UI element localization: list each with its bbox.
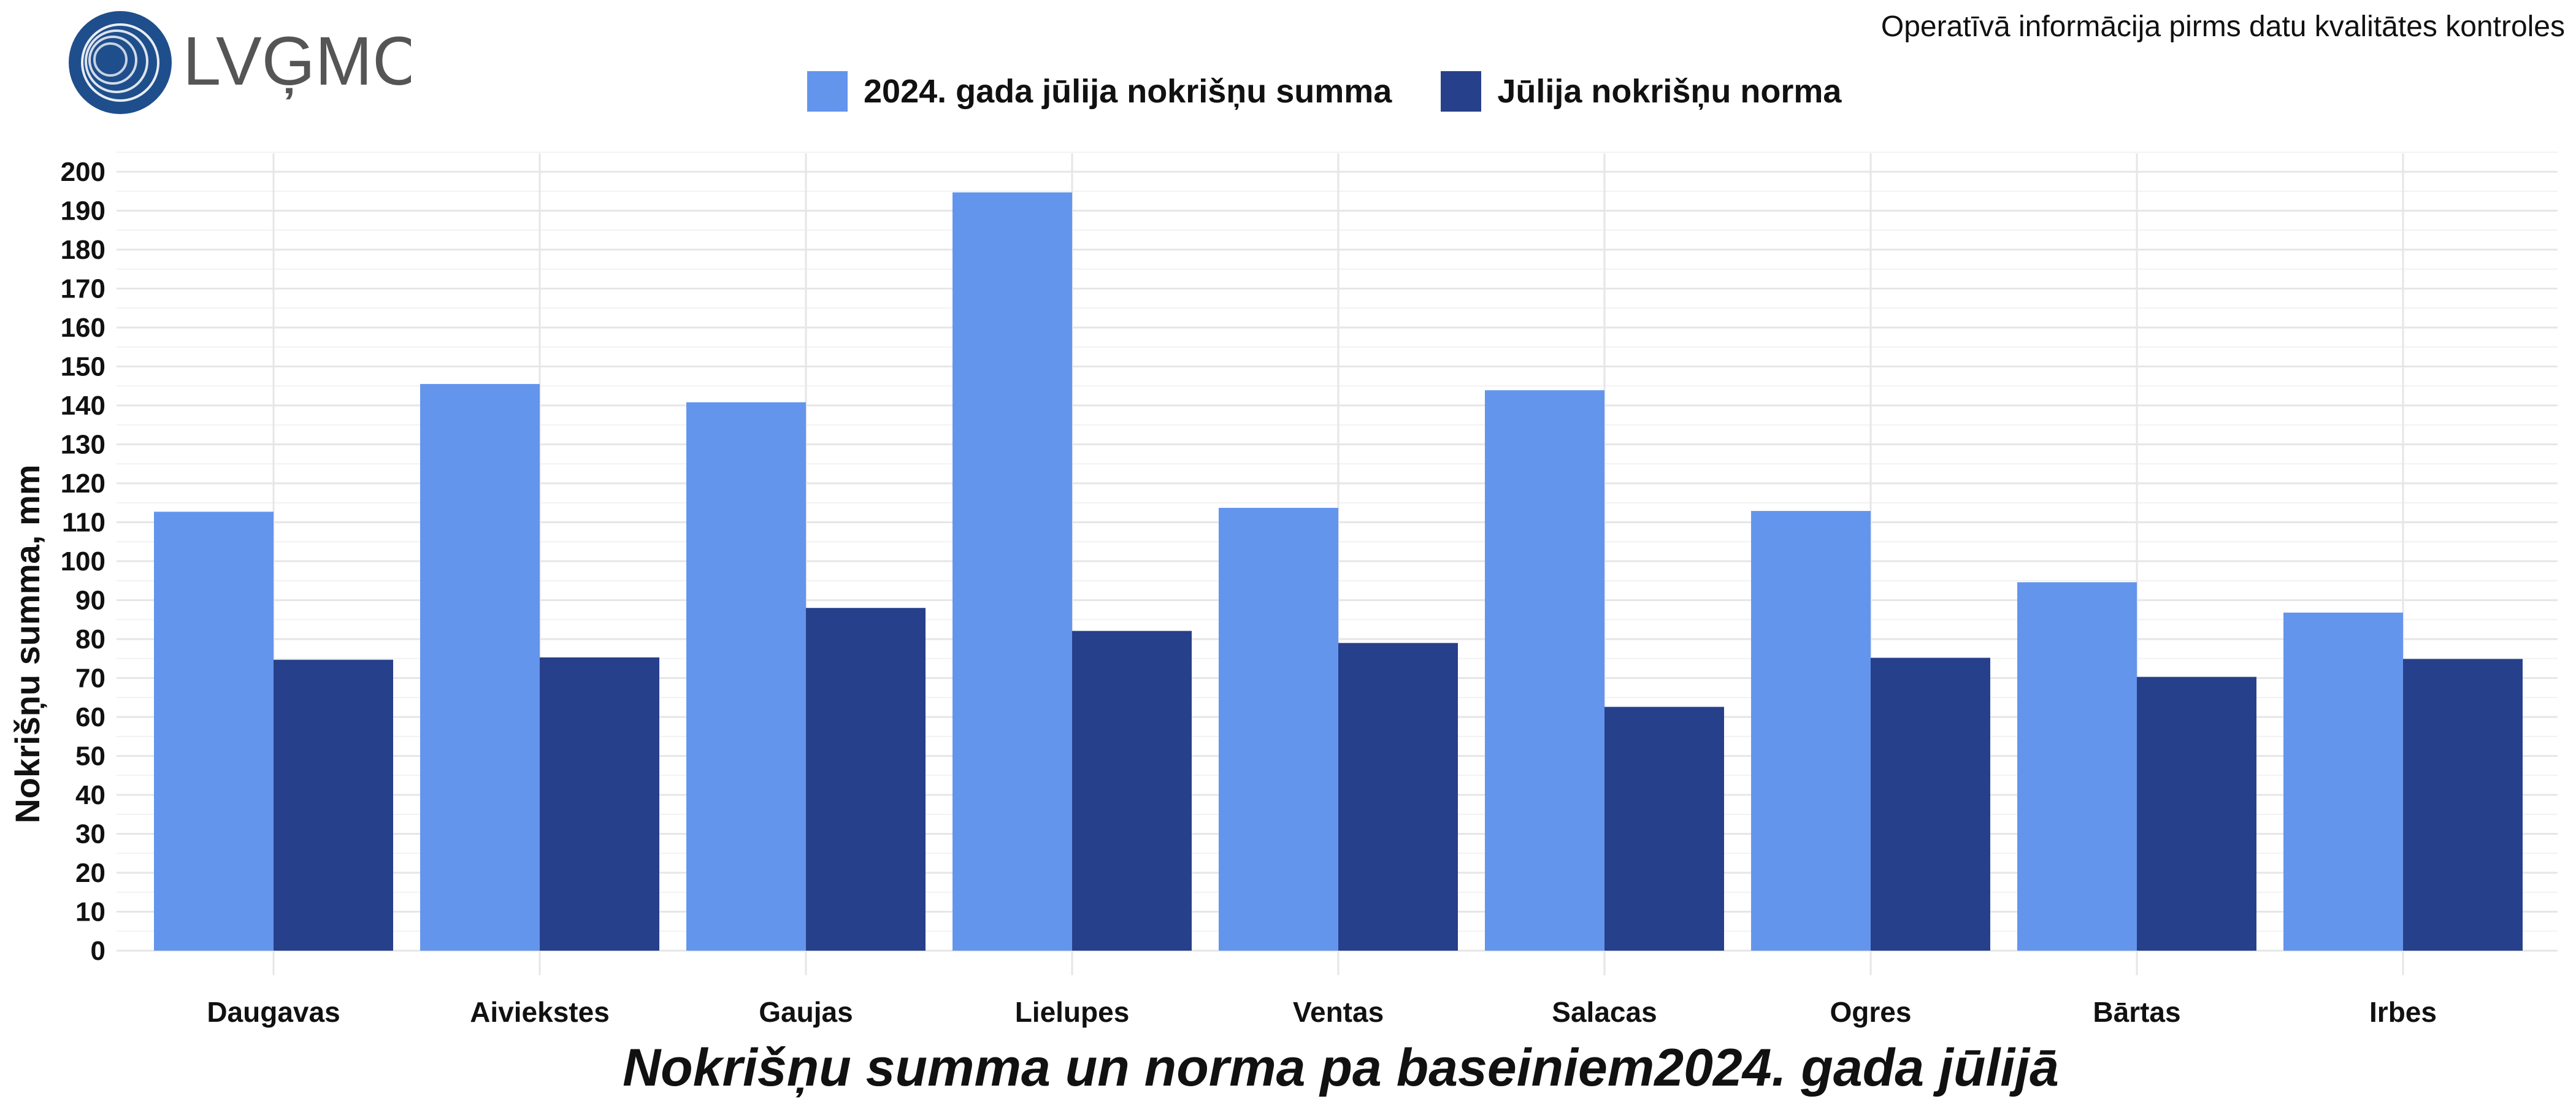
y-tick-label: 120	[61, 469, 105, 499]
y-tick-label: 190	[61, 196, 105, 226]
bar-sum-bārtas	[2017, 582, 2137, 951]
bar-norm-aiviekstes	[540, 657, 659, 951]
y-tick-label: 40	[75, 780, 105, 810]
bar-sum-irbes	[2283, 612, 2403, 951]
y-tick-label: 140	[61, 391, 105, 421]
y-tick-label: 20	[75, 858, 105, 888]
lvgmc-logo: LVĢMC	[69, 11, 411, 114]
legend-item-norm: Jūlija nokrišņu norma	[1441, 71, 1841, 112]
category-label: Aiviekstes	[470, 996, 610, 1028]
bars	[154, 192, 2523, 951]
legend-swatch-sum	[807, 71, 848, 112]
category-label: Bārtas	[2093, 996, 2180, 1028]
y-tick-label: 130	[61, 430, 105, 460]
y-tick-label: 110	[62, 508, 105, 538]
y-tick-label: 150	[61, 352, 105, 382]
y-axis-ticks: 0 10 20 30 40 50 60 70 80 90 100 110 120 130 140 150 160…	[61, 157, 105, 966]
legend-item-sum: 2024. gada jūlija nokrišņu summa	[807, 71, 1392, 112]
bar-norm-bārtas	[2137, 677, 2256, 951]
y-tick-label: 0	[91, 936, 105, 966]
category-label: Salacas	[1552, 996, 1657, 1028]
y-tick-label: 180	[61, 235, 105, 265]
bar-norm-salacas	[1604, 707, 1724, 951]
legend-swatch-norm	[1441, 71, 1482, 112]
category-label: Gaujas	[759, 996, 853, 1028]
y-axis-label: Nokrišņu summa, mm	[8, 464, 47, 823]
y-tick-label: 70	[75, 664, 105, 694]
y-tick-label: 90	[75, 586, 105, 616]
x-axis-categories: Daugavas Aiviekstes Gaujas Lielupes Ventas Sa…	[207, 996, 2437, 1028]
y-tick-label: 160	[61, 313, 105, 343]
data-quality-note: Operatīvā informācija pirms datu kvalitā…	[1880, 10, 2565, 43]
logo-text: LVĢMC	[183, 23, 411, 99]
y-tick-label: 80	[75, 624, 105, 654]
bar-sum-ventas	[1219, 508, 1338, 951]
bar-sum-salacas	[1485, 390, 1604, 951]
legend-label-norm: Jūlija nokrišņu norma	[1497, 73, 1842, 110]
bar-sum-aiviekstes	[420, 384, 540, 951]
bar-norm-gaujas	[806, 608, 926, 951]
y-tick-label: 170	[61, 274, 105, 304]
bar-sum-gaujas	[686, 402, 806, 951]
category-label: Irbes	[2369, 996, 2437, 1028]
legend-label-sum: 2024. gada jūlija nokrišņu summa	[864, 73, 1392, 110]
y-tick-label: 100	[61, 546, 105, 577]
bar-sum-lielupes	[953, 192, 1072, 951]
category-label: Ogres	[1830, 996, 1912, 1028]
bar-norm-irbes	[2403, 659, 2523, 951]
bar-norm-lielupes	[1072, 631, 1192, 951]
y-tick-label: 50	[75, 742, 105, 772]
category-label: Daugavas	[207, 996, 340, 1028]
y-tick-label: 10	[75, 897, 105, 927]
chart-legend: 2024. gada jūlija nokrišņu summa Jūlija …	[807, 70, 1890, 113]
chart-title: Nokrišņu summa un norma pa baseiniem2024…	[623, 1038, 2059, 1097]
logo-globe-icon	[69, 11, 172, 114]
bar-sum-ogres	[1751, 511, 1871, 951]
bar-norm-ogres	[1871, 657, 1990, 951]
bar-norm-daugavas	[274, 659, 393, 951]
y-tick-label: 30	[75, 819, 105, 849]
y-tick-label: 60	[75, 702, 105, 732]
category-label: Ventas	[1293, 996, 1384, 1028]
category-label: Lielupes	[1015, 996, 1130, 1028]
y-tick-label: 200	[61, 157, 105, 187]
bar-norm-ventas	[1338, 643, 1458, 951]
bar-sum-daugavas	[154, 512, 274, 951]
